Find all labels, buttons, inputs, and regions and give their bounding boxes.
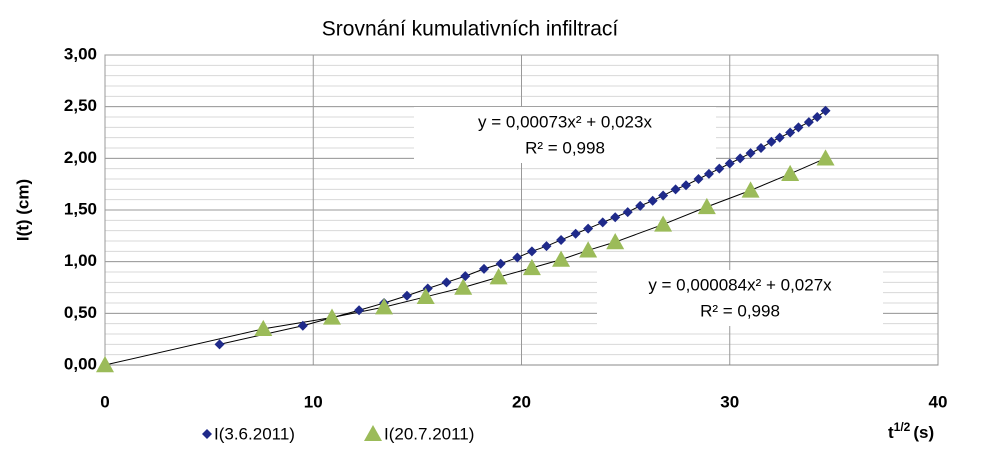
triangle-marker: [697, 197, 716, 215]
chart-title: Srovnání kumulativních infiltrací: [322, 18, 619, 41]
diamond-marker: [774, 132, 785, 143]
diamond-marker: [526, 246, 537, 257]
trendline-equation: y = 0,000084x² + 0,027x: [648, 275, 832, 294]
diamond-marker: [785, 127, 796, 138]
diamond-marker: [735, 153, 746, 164]
x-axis-label: t1/2 (s): [888, 420, 934, 442]
triangle-marker: [322, 308, 341, 325]
x-label-base: t: [888, 423, 894, 442]
y-tick-label: 0,50: [64, 303, 97, 322]
diamond-marker: [745, 148, 756, 159]
equation-box: [597, 270, 883, 326]
diamond-marker: [401, 290, 412, 301]
x-tick-label: 10: [304, 392, 323, 411]
diamond-marker: [479, 263, 490, 274]
triangle-marker: [416, 287, 435, 304]
diamond-marker: [803, 117, 814, 128]
diamond-marker: [812, 112, 823, 122]
diamond-marker: [703, 168, 714, 179]
triangle-marker: [579, 241, 598, 258]
triangle-marker: [96, 356, 114, 373]
diamond-marker: [441, 277, 452, 288]
triangle-marker: [741, 181, 760, 198]
diamond-marker: [670, 184, 681, 195]
diamond-marker: [556, 234, 567, 245]
trendline-equation: y = 0,00073x² + 0,023x: [478, 112, 652, 131]
diamond-marker: [297, 320, 308, 331]
triangle-marker: [654, 215, 673, 232]
diamond-marker: [635, 200, 646, 211]
diamond-marker: [495, 258, 506, 269]
equation-box: [414, 107, 716, 163]
triangle-marker: [489, 268, 508, 285]
diamond-marker: [766, 136, 777, 147]
diamond-marker: [541, 241, 552, 252]
y-tick-label: 1,50: [64, 199, 97, 218]
legend-marker: [364, 425, 382, 441]
y-tick-label: 2,00: [64, 148, 97, 167]
trendline-r2: R² = 0,998: [700, 301, 780, 320]
diamond-marker: [354, 305, 365, 316]
diamond-marker: [460, 271, 471, 282]
diamond-marker: [597, 217, 608, 228]
y-tick-label: 2,50: [64, 96, 97, 115]
triangle-marker: [254, 319, 273, 337]
triangle-marker: [781, 164, 800, 182]
diamond-marker: [610, 212, 621, 223]
diamond-marker: [714, 163, 725, 174]
legend-marker: [202, 429, 212, 439]
x-tick-label: 20: [512, 392, 531, 411]
x-label-sup: 1/2: [894, 420, 911, 434]
diamond-marker: [583, 223, 594, 234]
triangle-marker: [816, 149, 835, 166]
triangle-marker: [552, 250, 571, 267]
diamond-marker: [820, 105, 831, 116]
diamond-marker: [693, 174, 704, 184]
diamond-marker: [570, 228, 581, 239]
triangle-marker: [375, 298, 394, 315]
triangle-marker: [454, 278, 473, 295]
x-tick-label: 40: [929, 392, 948, 411]
y-tick-label: 1,00: [64, 251, 97, 270]
triangle-marker: [522, 258, 541, 276]
diamond-marker: [755, 143, 766, 153]
legend-label: I(20.7.2011): [384, 424, 474, 443]
diamond-marker: [793, 122, 804, 133]
diamond-marker: [681, 180, 692, 191]
x-label-unit: (s): [913, 423, 934, 442]
diamond-marker: [658, 190, 669, 201]
diamond-marker: [622, 207, 633, 218]
legend-label: I(3.6.2011): [214, 424, 295, 443]
trendline-r2: R² = 0,998: [525, 138, 605, 157]
diamond-marker: [512, 252, 523, 263]
y-tick-label: 0,00: [64, 354, 97, 373]
y-axis-label: I(t) (cm): [13, 179, 32, 241]
x-tick-label: 0: [100, 392, 109, 411]
y-tick-label: 3,00: [64, 44, 97, 63]
diamond-marker: [647, 195, 658, 206]
diamond-marker: [724, 158, 735, 169]
diamond-marker: [214, 339, 225, 350]
triangle-marker: [606, 233, 625, 250]
x-tick-label: 30: [720, 392, 739, 411]
